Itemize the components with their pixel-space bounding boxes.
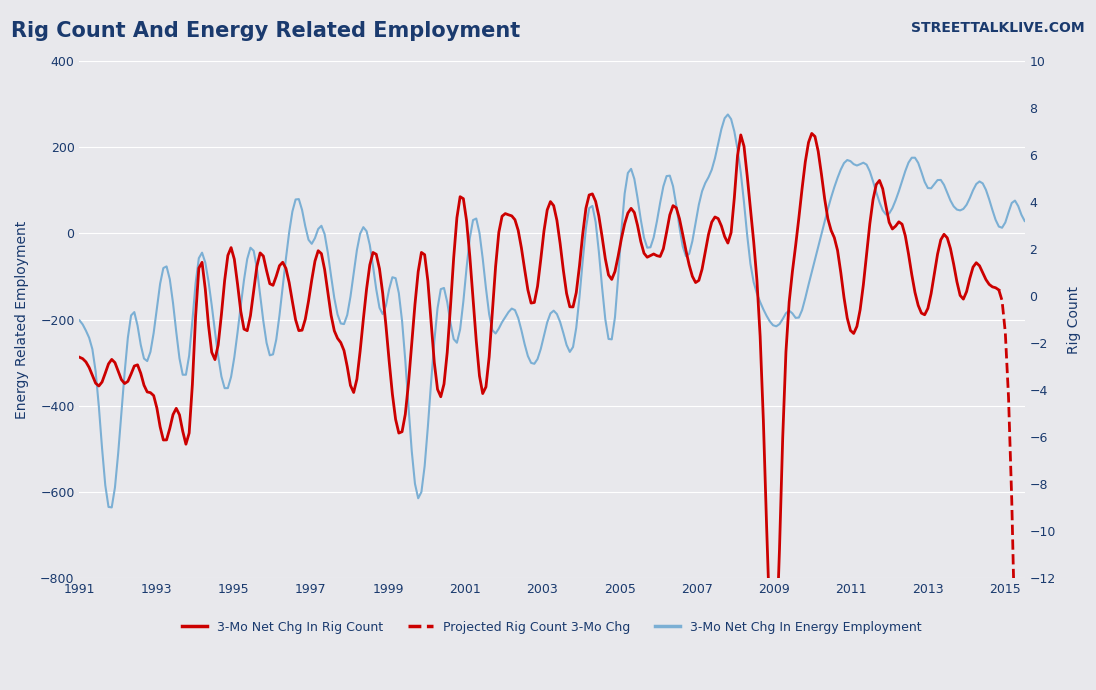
Y-axis label: Rig Count: Rig Count — [1068, 286, 1081, 353]
Legend: 3-Mo Net Chg In Rig Count, Projected Rig Count 3-Mo Chg, 3-Mo Net Chg In Energy : 3-Mo Net Chg In Rig Count, Projected Rig… — [178, 615, 927, 638]
Text: STREETTALKLIVE.COM: STREETTALKLIVE.COM — [912, 21, 1085, 34]
Text: Rig Count And Energy Related Employment: Rig Count And Energy Related Employment — [11, 21, 521, 41]
Y-axis label: Energy Related Employment: Energy Related Employment — [15, 220, 28, 419]
